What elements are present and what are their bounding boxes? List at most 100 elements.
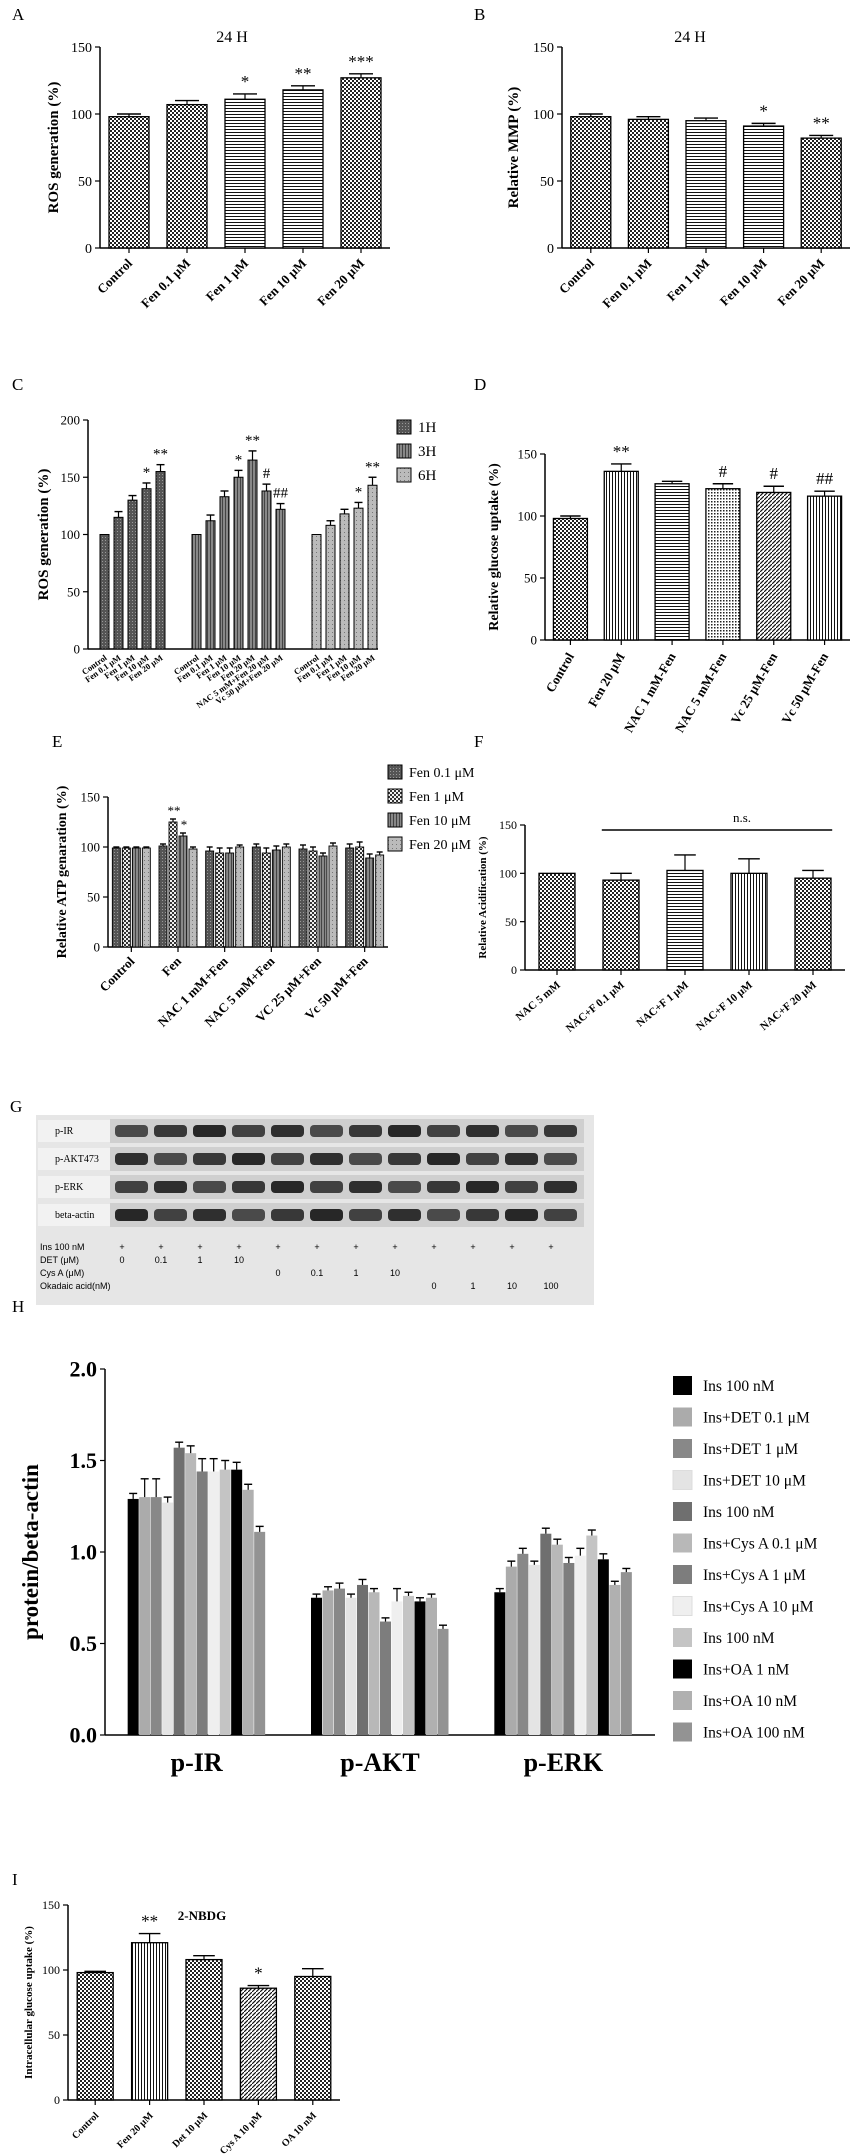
blot-band [154,1209,187,1221]
blot-condition-value: + [392,1242,397,1252]
blot-band [193,1181,226,1193]
bar [505,1566,517,1735]
x-tick-label: NAC+F 20 μM [758,979,819,1033]
legend-swatch [396,443,412,459]
legend-label: Ins+OA 1 nM [703,1662,789,1679]
chart-title: 24 H [216,29,248,46]
panel-G: Gp-IR p-AKT473 p-ERK beta-actin Ins 100 nM + +… [10,1097,594,1305]
bar [355,846,365,948]
y-tick-label: 2.0 [70,1357,98,1382]
bar [353,507,364,650]
legend-swatch [673,1533,692,1553]
y-tick-label: 0 [85,242,92,257]
bar [111,847,121,948]
legend-label: Fen 20 μM [409,838,472,853]
y-tick-label: 150 [518,447,538,462]
significance-mark: ** [245,433,260,449]
bar [225,852,235,948]
bar [196,1471,208,1735]
y-tick-label: 50 [87,890,100,905]
x-tick-label: Control [542,650,577,695]
significance-mark: * [759,101,768,120]
x-tick-label: p-AKT [340,1748,419,1777]
panel-letter: A [12,5,25,24]
panel-letter: H [12,1297,24,1316]
legend-swatch [387,788,403,804]
blot-band [271,1209,304,1221]
legend-swatch [396,467,412,483]
x-tick-label: Fen 1 μM [203,256,252,305]
significance-mark: # [263,466,271,482]
x-tick-label: p-IR [171,1748,223,1777]
y-tick-label: 0 [94,940,101,955]
legend-label: Ins 100 nM [703,1630,775,1647]
blot-condition-value: 0 [119,1255,124,1265]
band-label-bg [38,1204,110,1226]
blot-condition-label: Ins 100 nM [40,1242,85,1252]
blot-band [271,1125,304,1137]
band-label: p-ERK [55,1182,84,1193]
bar [437,1628,449,1735]
y-tick-label: 50 [540,175,554,190]
bar [271,849,281,948]
x-tick-label: Fen [159,953,185,979]
bar [127,499,138,650]
blot-condition-value: 10 [507,1281,517,1291]
blot-band [232,1181,265,1193]
significance-mark: ** [613,442,630,461]
x-tick-label: Vc 50 μM-Fen [778,649,831,726]
legend-label: Ins+OA 100 nM [703,1725,805,1742]
blot-condition-value: + [314,1242,319,1252]
blot-band [349,1153,382,1165]
band-label: p-AKT473 [55,1154,99,1165]
bar [586,1535,598,1735]
panel-F: F 0 50 100 150 Relative Acidification (%) NAC … [474,732,845,1035]
x-tick-label: Fen 20 μM [314,256,367,309]
bar [235,846,245,948]
blot-condition-value: + [158,1242,163,1252]
bar [275,508,286,650]
bar [308,850,318,948]
blot-band [115,1153,148,1165]
blot-band [310,1125,343,1137]
y-tick-label: 150 [499,818,517,832]
blot-band [427,1153,460,1165]
bar [261,852,271,948]
blot-condition-value: + [470,1242,475,1252]
blot-band [232,1125,265,1137]
legend-swatch [673,1628,692,1647]
bar [380,1621,391,1735]
significance-mark: ## [816,469,834,488]
blot-band [544,1209,577,1221]
bar [334,1588,345,1735]
blot-condition-value: 1 [353,1268,358,1278]
chart-title: 2-NBDG [178,1908,226,1923]
legend-swatch [673,1691,692,1710]
bar [563,1562,575,1735]
blot-band [193,1125,226,1137]
x-tick-label: Cys A 10 μM [218,2110,265,2155]
bar [131,847,141,948]
y-tick-label: 100 [42,1963,60,1977]
bar [215,852,225,948]
bar [391,1601,403,1735]
blot-band [349,1181,382,1193]
y-tick-label: 50 [48,2028,60,2042]
bar [127,1498,139,1735]
bar [403,1595,414,1735]
legend-swatch [673,1376,692,1395]
bar [528,1564,540,1735]
legend-swatch [673,1565,692,1584]
bar [191,534,202,650]
y-tick-label: 0 [54,2093,60,2107]
y-axis-label: Relative ATP genaration (%) [55,785,70,958]
legend-swatch [673,1722,692,1742]
blot-condition-value: + [548,1242,553,1252]
panel-H: H 0.0 0.5 1.0 1.5 2.0 protein/beta-actin p-IR p-… [12,1297,818,1777]
legend-swatch [387,836,403,852]
bar [730,872,768,971]
blot-condition-value: + [509,1242,514,1252]
blot-condition-value: 1 [470,1281,475,1291]
bar [239,1987,278,2101]
bar [426,1597,437,1735]
